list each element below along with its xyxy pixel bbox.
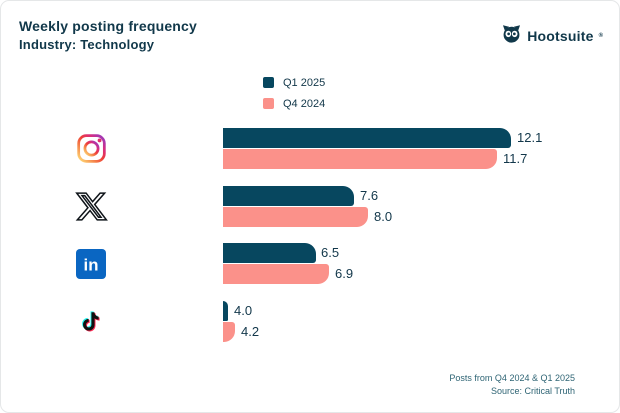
- page-subtitle: Industry: Technology: [19, 37, 155, 52]
- value-label-linkedin-q1-2025: 6.5: [321, 245, 340, 260]
- chart-row-x: 7.6 8.0: [1, 186, 619, 227]
- header: Weekly posting frequency Industry: Techn…: [19, 17, 197, 54]
- value-label-instagram-q1-2025: 12.1: [517, 130, 543, 145]
- hootsuite-logo: Hootsuite ®: [501, 24, 603, 48]
- footer: Posts from Q4 2024 & Q1 2025 Source: Cri…: [449, 372, 575, 397]
- legend-label: Q4 2024: [283, 97, 326, 110]
- legend-swatch-q4: [263, 98, 274, 109]
- page-title: Weekly posting frequency: [19, 18, 198, 34]
- bar-linkedin-q1-2025: [223, 243, 316, 263]
- bar-tiktok-q1-2025: [223, 301, 229, 321]
- legend-item-q4-2024: Q4 2024: [263, 93, 325, 114]
- footer-line2: Source: Critical Truth: [490, 385, 575, 396]
- legend-swatch-q1: [263, 77, 274, 88]
- legend-label: Q1 2025: [283, 76, 326, 89]
- bar-instagram-q1-2025: [223, 128, 511, 148]
- footer-line1: Posts from Q4 2024 & Q1 2025: [449, 373, 575, 383]
- registered-mark: ®: [598, 33, 603, 39]
- chart-legend: Q1 2025 Q4 2024: [263, 72, 325, 114]
- value-label-tiktok-q1-2025: 4.0: [234, 303, 253, 318]
- legend-item-q1-2025: Q1 2025: [263, 72, 325, 93]
- value-label-x-q1-2025: 7.6: [360, 188, 379, 203]
- value-label-instagram-q4-2024: 11.7: [503, 151, 528, 166]
- bar-linkedin-q4-2024: [223, 264, 330, 284]
- value-label-x-q4-2024: 8.0: [374, 209, 393, 224]
- bar-x-q4-2024: [223, 207, 368, 227]
- linkedin-icon: in: [73, 243, 109, 284]
- chart-row-instagram: 12.1 11.7: [1, 128, 619, 169]
- value-label-tiktok-q4-2024: 4.2: [241, 324, 260, 339]
- chart-row-tiktok: 4.0 4.2: [1, 301, 619, 342]
- bar-tiktok-q4-2024: [223, 322, 236, 342]
- instagram-icon: [73, 128, 109, 169]
- owl-icon: [501, 24, 522, 48]
- bar-instagram-q4-2024: [223, 149, 497, 169]
- svg-text:in: in: [84, 255, 99, 274]
- brand-wordmark: Hootsuite: [527, 28, 594, 44]
- tiktok-icon: [73, 301, 109, 342]
- value-label-linkedin-q4-2024: 6.9: [335, 266, 354, 281]
- bar-x-q1-2025: [223, 186, 354, 206]
- x-icon: [73, 186, 109, 227]
- chart-row-linkedin: in 6.5 6.9: [1, 243, 619, 284]
